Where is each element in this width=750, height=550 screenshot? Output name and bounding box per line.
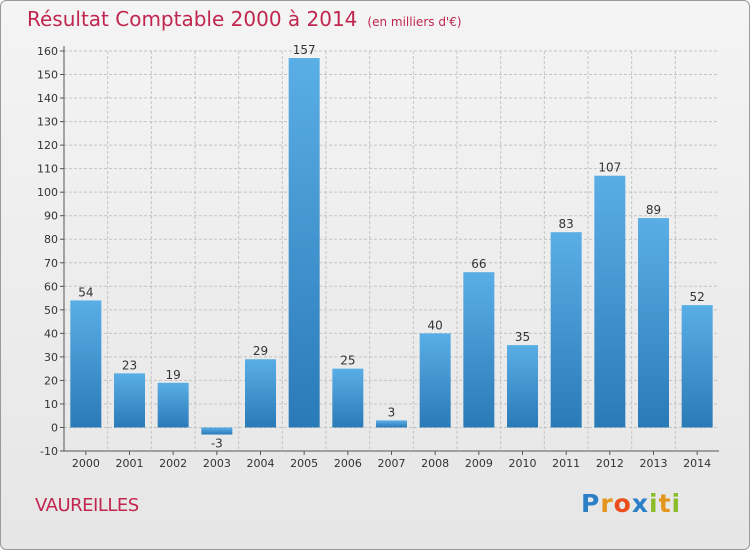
value-label-2011: 83 <box>559 217 574 231</box>
bar-2009 <box>463 272 495 428</box>
x-tick-label-2009: 2009 <box>465 457 493 470</box>
brand-letter: P <box>581 489 601 518</box>
x-tick-label-2012: 2012 <box>596 457 624 470</box>
y-tick-label: 40 <box>44 327 58 340</box>
brand-logo: Proxiti <box>581 489 681 518</box>
x-tick-label-2011: 2011 <box>552 457 580 470</box>
y-tick-label: 20 <box>44 374 58 387</box>
y-tick-label: 130 <box>37 116 58 129</box>
labels: -10 0 10 20 30 40 50 60 70 80 90 100 110 120 130 140 150… <box>37 43 711 470</box>
value-label-2003: -3 <box>211 437 223 451</box>
x-tick-label-2013: 2013 <box>640 457 668 470</box>
y-tick-label: 100 <box>37 186 58 199</box>
axes <box>60 46 719 455</box>
value-label-2008: 40 <box>428 318 443 332</box>
x-tick-label-2008: 2008 <box>421 457 449 470</box>
bar-2001 <box>114 373 145 428</box>
x-tick-label-2014: 2014 <box>683 457 711 470</box>
bar-2000 <box>70 300 102 428</box>
bar-2005 <box>288 58 320 428</box>
x-tick-label-2003: 2003 <box>203 457 231 470</box>
y-tick-label: 160 <box>37 45 58 58</box>
y-tick-label: 10 <box>44 398 58 411</box>
y-tick-label: 0 <box>51 421 58 434</box>
value-label-2001: 23 <box>122 358 137 372</box>
chart-unit: (en milliers d'€) <box>367 15 462 29</box>
bar-2010 <box>507 345 538 428</box>
brand-letter: i <box>671 489 682 518</box>
y-tick-label: 140 <box>37 92 58 105</box>
brand-letter: i <box>649 489 659 518</box>
x-tick-label-2001: 2001 <box>116 457 144 470</box>
y-tick-label: 60 <box>44 280 58 293</box>
bar-2014 <box>681 305 713 428</box>
y-tick-label: 110 <box>37 163 58 176</box>
bar-2013 <box>638 218 669 428</box>
bars <box>70 58 713 435</box>
value-label-2007: 3 <box>388 405 396 419</box>
brand-letter: t <box>658 489 672 518</box>
x-tick-label-2002: 2002 <box>159 457 187 470</box>
x-tick-label-2006: 2006 <box>334 457 362 470</box>
value-label-2014: 52 <box>690 290 705 304</box>
x-tick-label-2004: 2004 <box>247 457 275 470</box>
y-tick-label: 90 <box>44 210 58 223</box>
value-label-2004: 29 <box>253 344 268 358</box>
y-tick-label: 80 <box>44 233 58 246</box>
bar-2008 <box>419 333 451 428</box>
x-tick-label-2010: 2010 <box>509 457 537 470</box>
bar-2004 <box>245 359 276 428</box>
y-tick-label: 150 <box>37 69 58 82</box>
x-tick-label-2005: 2005 <box>290 457 318 470</box>
bar-2007 <box>376 420 407 428</box>
y-tick-label: 70 <box>44 257 58 270</box>
value-label-2005: 157 <box>293 43 316 57</box>
value-label-2013: 89 <box>646 203 661 217</box>
value-label-2010: 35 <box>515 330 530 344</box>
brand-letter: r <box>600 489 614 518</box>
commune-name: VAUREILLES <box>35 495 139 516</box>
x-tick-label-2007: 2007 <box>378 457 406 470</box>
value-label-2009: 66 <box>471 257 486 271</box>
y-tick-label: 120 <box>37 139 58 152</box>
chart-title: Résultat Comptable 2000 à 2014 <box>27 7 358 31</box>
value-label-2012: 107 <box>598 161 621 175</box>
x-tick-label-2000: 2000 <box>72 457 100 470</box>
bar-2006 <box>332 368 364 428</box>
y-tick-label: -10 <box>40 445 58 458</box>
y-tick-label: 30 <box>44 351 58 364</box>
bar-2012 <box>594 175 626 428</box>
brand-letter: x <box>631 489 649 518</box>
bar-2011 <box>550 232 582 428</box>
brand-letter: o <box>613 489 632 518</box>
y-tick-label: 50 <box>44 304 58 317</box>
bar-2003 <box>201 427 233 435</box>
bar-2002 <box>157 382 189 428</box>
value-label-2000: 54 <box>78 285 93 299</box>
value-label-2006: 25 <box>340 354 355 368</box>
value-label-2002: 19 <box>166 368 181 382</box>
title-row: Résultat Comptable 2000 à 2014 (en millie… <box>27 7 462 31</box>
